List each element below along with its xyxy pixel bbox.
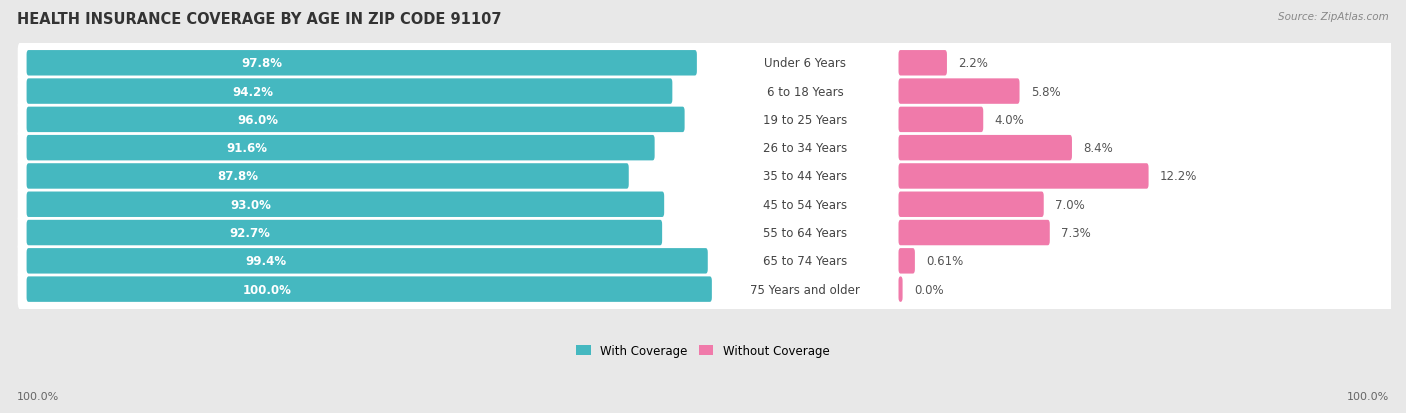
- FancyBboxPatch shape: [27, 135, 655, 161]
- FancyBboxPatch shape: [898, 192, 1043, 218]
- Text: 99.4%: 99.4%: [245, 255, 287, 268]
- FancyBboxPatch shape: [27, 277, 711, 302]
- Text: 94.2%: 94.2%: [233, 85, 274, 98]
- FancyBboxPatch shape: [898, 249, 915, 274]
- FancyBboxPatch shape: [27, 164, 628, 189]
- Text: 65 to 74 Years: 65 to 74 Years: [763, 255, 848, 268]
- FancyBboxPatch shape: [18, 155, 1395, 198]
- Text: 0.61%: 0.61%: [927, 255, 963, 268]
- Text: 55 to 64 Years: 55 to 64 Years: [763, 226, 848, 240]
- FancyBboxPatch shape: [27, 220, 662, 246]
- Text: 92.7%: 92.7%: [229, 226, 270, 240]
- FancyBboxPatch shape: [27, 107, 685, 133]
- FancyBboxPatch shape: [898, 164, 1149, 189]
- FancyBboxPatch shape: [898, 135, 1071, 161]
- Text: 100.0%: 100.0%: [17, 391, 59, 401]
- FancyBboxPatch shape: [18, 212, 1395, 254]
- Text: 100.0%: 100.0%: [1347, 391, 1389, 401]
- FancyBboxPatch shape: [18, 240, 1395, 282]
- Text: 100.0%: 100.0%: [243, 283, 291, 296]
- FancyBboxPatch shape: [27, 249, 707, 274]
- Text: 8.4%: 8.4%: [1084, 142, 1114, 155]
- Text: 4.0%: 4.0%: [995, 114, 1025, 126]
- Text: HEALTH INSURANCE COVERAGE BY AGE IN ZIP CODE 91107: HEALTH INSURANCE COVERAGE BY AGE IN ZIP …: [17, 12, 502, 27]
- Text: 5.8%: 5.8%: [1031, 85, 1060, 98]
- FancyBboxPatch shape: [27, 79, 672, 104]
- Text: 75 Years and older: 75 Years and older: [751, 283, 860, 296]
- Text: Source: ZipAtlas.com: Source: ZipAtlas.com: [1278, 12, 1389, 22]
- Text: 35 to 44 Years: 35 to 44 Years: [763, 170, 848, 183]
- FancyBboxPatch shape: [898, 220, 1050, 246]
- FancyBboxPatch shape: [898, 51, 948, 76]
- FancyBboxPatch shape: [898, 79, 1019, 104]
- FancyBboxPatch shape: [18, 268, 1395, 311]
- FancyBboxPatch shape: [898, 277, 903, 302]
- Text: 7.0%: 7.0%: [1056, 198, 1085, 211]
- Text: 45 to 54 Years: 45 to 54 Years: [763, 198, 848, 211]
- FancyBboxPatch shape: [18, 71, 1395, 113]
- Text: 26 to 34 Years: 26 to 34 Years: [763, 142, 848, 155]
- FancyBboxPatch shape: [18, 43, 1395, 85]
- Text: 19 to 25 Years: 19 to 25 Years: [763, 114, 848, 126]
- Text: 97.8%: 97.8%: [242, 57, 283, 70]
- Text: 7.3%: 7.3%: [1062, 226, 1091, 240]
- Text: 2.2%: 2.2%: [959, 57, 988, 70]
- Text: 6 to 18 Years: 6 to 18 Years: [766, 85, 844, 98]
- FancyBboxPatch shape: [898, 107, 983, 133]
- Text: 96.0%: 96.0%: [238, 114, 278, 126]
- Text: 0.0%: 0.0%: [914, 283, 943, 296]
- Text: 87.8%: 87.8%: [218, 170, 259, 183]
- FancyBboxPatch shape: [27, 51, 697, 76]
- Text: Under 6 Years: Under 6 Years: [765, 57, 846, 70]
- Text: 12.2%: 12.2%: [1160, 170, 1198, 183]
- Text: 91.6%: 91.6%: [226, 142, 267, 155]
- FancyBboxPatch shape: [18, 184, 1395, 226]
- FancyBboxPatch shape: [27, 192, 664, 218]
- FancyBboxPatch shape: [18, 127, 1395, 169]
- FancyBboxPatch shape: [18, 99, 1395, 141]
- Text: 93.0%: 93.0%: [231, 198, 271, 211]
- Legend: With Coverage, Without Coverage: With Coverage, Without Coverage: [572, 339, 834, 362]
